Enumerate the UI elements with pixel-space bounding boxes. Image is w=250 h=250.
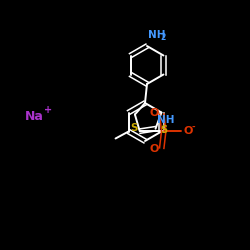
Text: O: O	[149, 108, 158, 118]
Text: NH: NH	[156, 115, 174, 125]
Text: 2: 2	[160, 33, 165, 42]
Text: +: +	[44, 105, 52, 115]
Text: -: -	[192, 123, 195, 132]
Text: S: S	[160, 125, 167, 135]
Text: Na: Na	[25, 110, 44, 124]
Text: S: S	[130, 124, 138, 134]
Text: O: O	[184, 126, 193, 136]
Text: NH: NH	[148, 30, 166, 40]
Text: O: O	[149, 144, 158, 154]
